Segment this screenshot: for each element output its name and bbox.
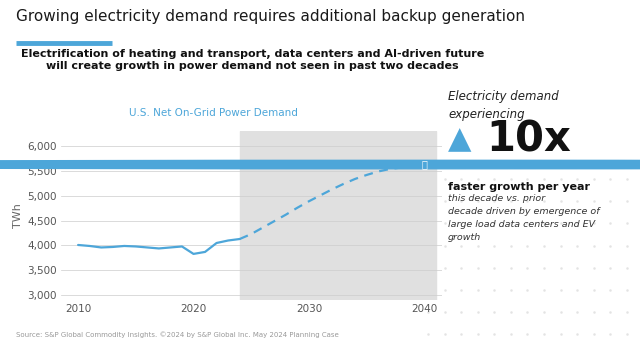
- Text: U.S. Net On-Grid Power Demand: U.S. Net On-Grid Power Demand: [129, 108, 298, 118]
- Y-axis label: TWh: TWh: [13, 203, 23, 228]
- Text: faster growth per year: faster growth per year: [448, 182, 590, 192]
- Circle shape: [0, 160, 640, 169]
- Text: 🗼: 🗼: [421, 160, 428, 169]
- Text: ▲: ▲: [448, 125, 472, 154]
- Text: Growing electricity demand requires additional backup generation: Growing electricity demand requires addi…: [16, 9, 525, 24]
- Text: this decade vs. prior
decade driven by emergence of
large load data centers and : this decade vs. prior decade driven by e…: [448, 194, 600, 242]
- Text: Electrification of heating and transport, data centers and AI-driven future: Electrification of heating and transport…: [21, 49, 484, 59]
- Text: Source: S&P Global Commodity Insights. ©2024 by S&P Global Inc. May 2024 Plannin: Source: S&P Global Commodity Insights. ©…: [16, 331, 339, 338]
- Bar: [239, 131, 436, 300]
- Text: will create growth in power demand not seen in past two decades: will create growth in power demand not s…: [47, 61, 459, 71]
- Text: 10x: 10x: [486, 119, 572, 161]
- Text: Electricity demand
experiencing: Electricity demand experiencing: [448, 90, 559, 121]
